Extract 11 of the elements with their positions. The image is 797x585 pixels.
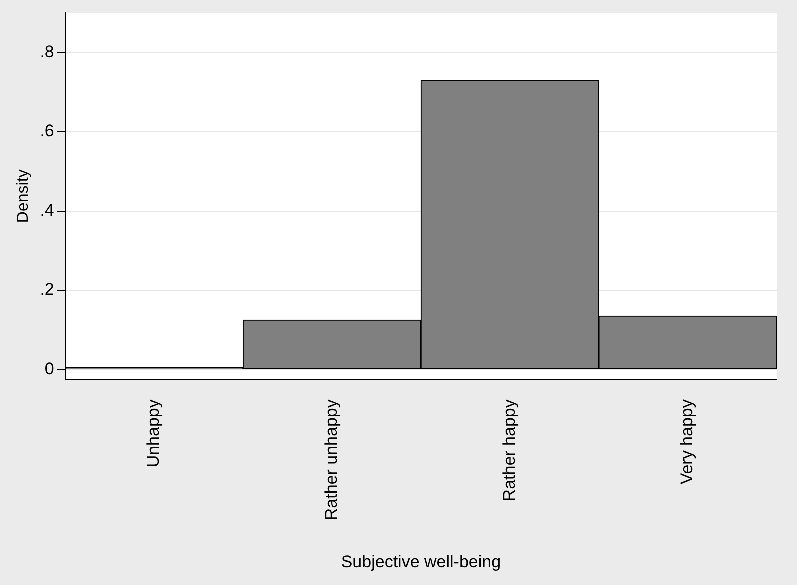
y-tick-label: .6 — [40, 122, 54, 141]
x-tick-label: Rather happy — [500, 399, 519, 502]
y-tick-label: .4 — [40, 200, 54, 220]
y-tick-label: .2 — [40, 280, 54, 300]
x-tick-label: Unhappy — [144, 399, 164, 468]
y-tick-label: .8 — [40, 42, 54, 62]
x-tick-label: Rather unhappy — [322, 399, 341, 521]
x-tick-label: Very happy — [678, 399, 697, 485]
y-axis-title: Density — [15, 170, 32, 224]
y-tick-label: 0 — [44, 359, 54, 378]
x-axis-title: Subjective well-being — [341, 552, 502, 572]
